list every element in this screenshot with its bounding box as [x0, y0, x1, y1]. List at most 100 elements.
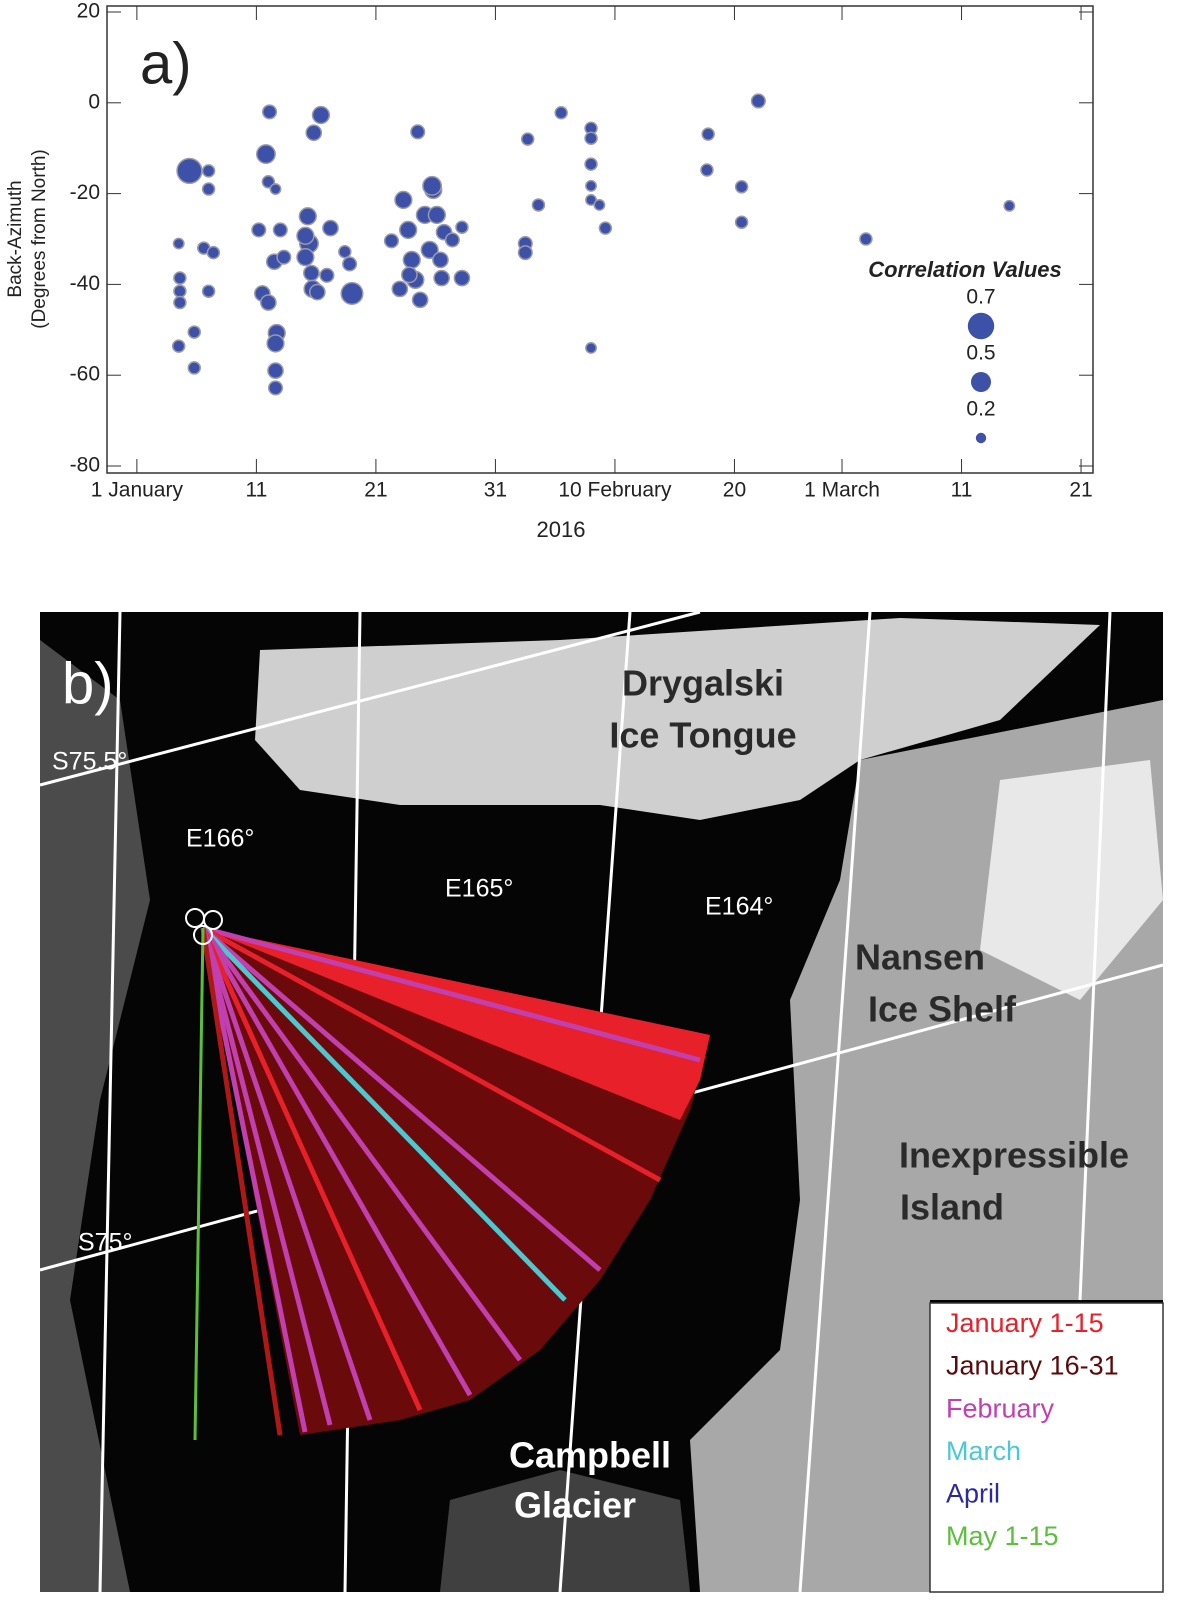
place-label: Ice Shelf	[868, 989, 1017, 1030]
point	[383, 233, 399, 249]
grid-label: E166°	[186, 825, 254, 853]
snowfield	[980, 760, 1163, 1000]
point	[432, 251, 449, 269]
point	[251, 222, 267, 238]
grid-line	[798, 611, 872, 1593]
point	[338, 244, 352, 259]
legend-label: April	[946, 1479, 1000, 1509]
panel-b: b) Drygalski Ice Tongue Nansen Ice Shelf…	[39, 610, 1164, 1593]
point	[584, 157, 598, 171]
point	[453, 269, 471, 287]
point	[420, 240, 439, 260]
point	[585, 179, 597, 192]
point	[173, 284, 187, 298]
point	[598, 221, 613, 235]
point	[308, 283, 326, 301]
point	[296, 248, 315, 267]
place-label: Inexpressible	[899, 1135, 1129, 1176]
point	[520, 132, 535, 146]
fan-jan	[203, 928, 710, 1120]
x-tick-label: 1 March	[804, 479, 880, 502]
place-label: Campbell	[509, 1435, 671, 1476]
point	[171, 339, 186, 353]
point	[266, 334, 285, 353]
ray	[202, 925, 701, 1063]
point	[303, 264, 320, 282]
point	[298, 207, 317, 226]
point	[433, 269, 450, 287]
size-legend-label: 0.5	[966, 342, 995, 365]
grid-label: S75.5°	[52, 748, 127, 776]
point	[1003, 199, 1016, 212]
point	[585, 342, 597, 354]
place-label: Drygalski	[622, 663, 784, 704]
x-tick-label: 21	[1069, 479, 1092, 502]
point	[700, 163, 714, 177]
ray	[193, 927, 205, 1441]
ray	[200, 927, 373, 1421]
y-tick-label: 0	[88, 90, 100, 113]
x-tick-label: 11	[951, 479, 973, 502]
legend-label: February	[946, 1393, 1055, 1423]
grid-label: E164°	[705, 893, 773, 921]
point	[201, 284, 216, 298]
point	[402, 250, 421, 270]
point	[342, 256, 358, 272]
point	[267, 380, 284, 396]
panel-label: b)	[62, 651, 114, 716]
point	[411, 291, 429, 309]
x-tick-label: 20	[723, 479, 746, 502]
point	[340, 281, 364, 306]
point	[261, 104, 278, 120]
y-tick-label: -60	[70, 363, 100, 386]
point	[734, 180, 749, 194]
legend-label: January 16-31	[946, 1351, 1119, 1381]
panel-label: a)	[140, 31, 192, 96]
ray	[200, 926, 523, 1362]
point	[410, 124, 426, 140]
x-tick-label: 21	[364, 479, 387, 502]
ray	[200, 926, 473, 1397]
ray	[201, 926, 602, 1272]
grid-label: S75°	[78, 1229, 132, 1257]
point	[322, 219, 339, 237]
place-label: Island	[900, 1187, 1004, 1228]
point	[701, 127, 715, 141]
point	[269, 183, 282, 196]
ray	[200, 927, 308, 1433]
y-axis-label: (Degrees from North)	[29, 149, 50, 329]
legend-label: May 1-15	[946, 1521, 1059, 1551]
point	[455, 220, 469, 234]
point	[399, 220, 418, 240]
station	[193, 925, 213, 945]
point	[517, 245, 533, 261]
point	[593, 199, 606, 211]
place-label: Ice Tongue	[609, 715, 796, 756]
y-tick-label: -40	[70, 272, 100, 295]
point	[734, 215, 749, 229]
point	[176, 157, 203, 185]
point	[261, 175, 276, 189]
x-tick-label: 10 February	[558, 479, 672, 502]
point	[173, 271, 187, 285]
grid-label: E165°	[445, 875, 513, 903]
point	[427, 205, 447, 225]
size-legend-bubble	[975, 432, 987, 444]
point	[554, 106, 568, 120]
point	[267, 362, 284, 380]
point	[172, 237, 185, 250]
size-legend-bubble	[971, 372, 991, 392]
legend-box	[929, 1302, 1164, 1593]
stations	[185, 908, 223, 945]
ray	[200, 926, 423, 1412]
x-tick-label: 11	[245, 479, 267, 502]
point	[422, 175, 443, 196]
x-axis-label: 2016	[537, 517, 586, 542]
point	[531, 198, 546, 212]
point	[173, 295, 187, 310]
place-label: Nansen	[855, 937, 985, 978]
y-tick-label: -80	[70, 454, 100, 477]
legend-label: January 1-15	[946, 1308, 1104, 1338]
point	[394, 190, 413, 210]
